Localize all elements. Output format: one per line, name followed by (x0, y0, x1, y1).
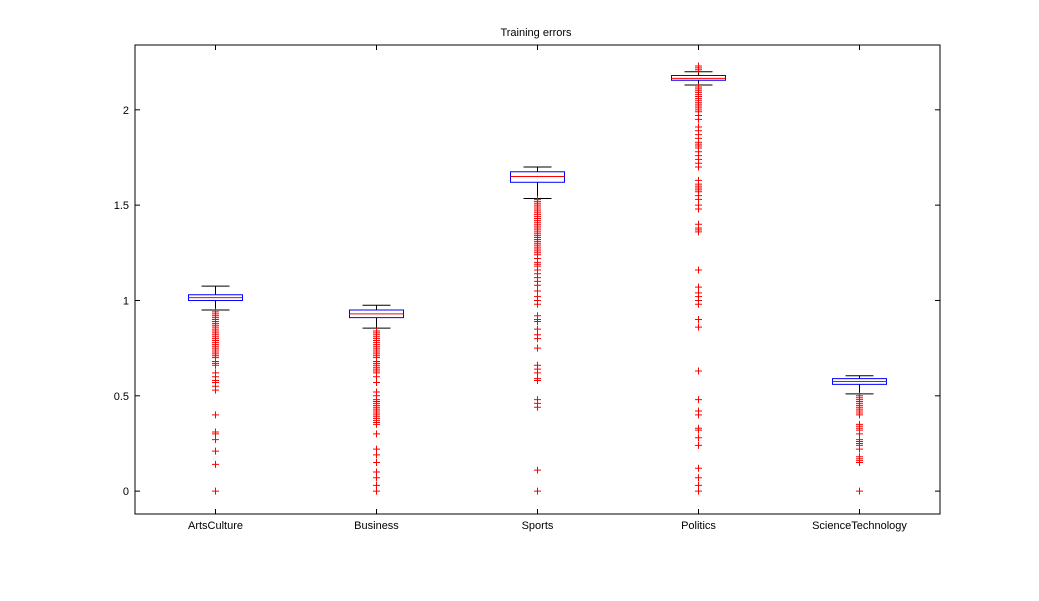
x-tick-label: Politics (681, 520, 716, 532)
y-tick-label: 1 (123, 295, 129, 307)
outlier-point (695, 323, 702, 331)
y-tick-label: 1.5 (114, 200, 129, 212)
outlier-point (856, 453, 863, 461)
y-tick-label: 2 (123, 105, 129, 117)
box-group-Politics (671, 62, 726, 495)
outlier-point (856, 487, 863, 495)
x-tick-label: ArtsCulture (188, 520, 243, 532)
axis-ticks: 0 0.5 1 1.5 2 ArtsCulture Business Sports Politi… (114, 45, 940, 532)
box-group-ArtsCulture (188, 285, 243, 495)
outlier-point (695, 407, 702, 415)
outlier-point (212, 369, 219, 377)
box-group-Sports (510, 166, 565, 495)
outlier-point (212, 308, 219, 316)
outlier-point (212, 428, 219, 436)
outlier-point (534, 396, 541, 404)
outlier-point (373, 388, 380, 396)
outlier-point (373, 327, 380, 335)
outlier-point (212, 460, 219, 468)
y-tick-label: 0.5 (114, 391, 129, 403)
outlier-point (695, 396, 702, 404)
outlier-point (212, 447, 219, 455)
outlier-point (212, 487, 219, 495)
x-tick-label: Business (354, 520, 399, 532)
outlier-point (695, 266, 702, 274)
outlier-point (695, 220, 702, 228)
outlier-point (373, 481, 380, 489)
outlier-point (695, 283, 702, 291)
outlier-point (534, 466, 541, 474)
outlier-point (534, 487, 541, 495)
outlier-point (212, 411, 219, 419)
box-group-Business (349, 304, 404, 495)
outlier-point (534, 312, 541, 320)
box-group-ScienceTechnology (832, 375, 887, 495)
box-series (188, 62, 887, 495)
outlier-point (856, 392, 863, 400)
outlier-point (695, 434, 702, 442)
outlier-point (534, 344, 541, 352)
outlier-point (695, 176, 702, 184)
outlier-point (373, 430, 380, 438)
outlier-point (856, 420, 863, 428)
outlier-point (695, 62, 702, 70)
outlier-point (534, 325, 541, 333)
outlier-point (695, 83, 702, 91)
x-tick-label: Sports (522, 520, 554, 532)
outlier-point (534, 361, 541, 369)
outlier-point (695, 316, 702, 324)
outlier-point (695, 481, 702, 489)
outlier-point (695, 464, 702, 472)
y-tick-label: 0 (123, 486, 129, 498)
outlier-point (695, 441, 702, 449)
outlier-point (695, 474, 702, 482)
chart-title: Training errors (500, 27, 572, 39)
outlier-point (534, 195, 541, 203)
outlier-point (695, 367, 702, 375)
outlier-point (695, 123, 702, 131)
outlier-point (373, 468, 380, 476)
outlier-point (373, 459, 380, 467)
outlier-point (695, 424, 702, 432)
x-tick-label: ScienceTechnology (812, 520, 907, 532)
outlier-point (373, 445, 380, 453)
